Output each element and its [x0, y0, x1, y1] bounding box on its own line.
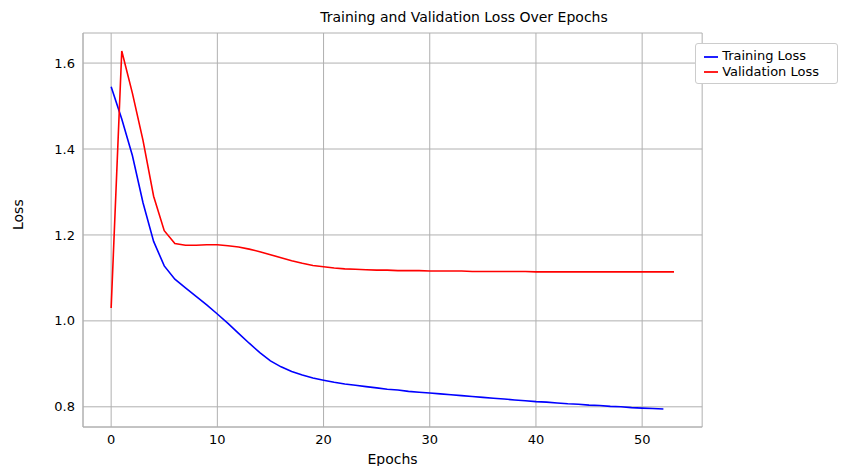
html-text:Training Loss: Training Loss — [722, 48, 807, 63]
svg-text:0.8: 0.8 — [54, 399, 75, 414]
svg-text:Epochs: Epochs — [367, 451, 417, 466]
svg-text:40: 40 — [528, 432, 545, 447]
html-text:Training and Validation Loss O: Training and Validation Loss Over Epochs — [320, 9, 608, 25]
svg-text:1.4: 1.4 — [54, 142, 75, 157]
svg-text:50: 50 — [634, 432, 651, 447]
svg-text:10: 10 — [209, 432, 226, 447]
svg-text:1.2: 1.2 — [54, 228, 75, 243]
svg-text:0: 0 — [107, 432, 115, 447]
svg-text:1.6: 1.6 — [54, 56, 75, 71]
svg-text:20: 20 — [315, 432, 332, 447]
html-text:Validation Loss: Validation Loss — [722, 63, 819, 79]
svg-text:30: 30 — [421, 432, 438, 447]
svg-text:Loss: Loss — [10, 199, 26, 230]
svg-text:1.0: 1.0 — [54, 313, 75, 328]
